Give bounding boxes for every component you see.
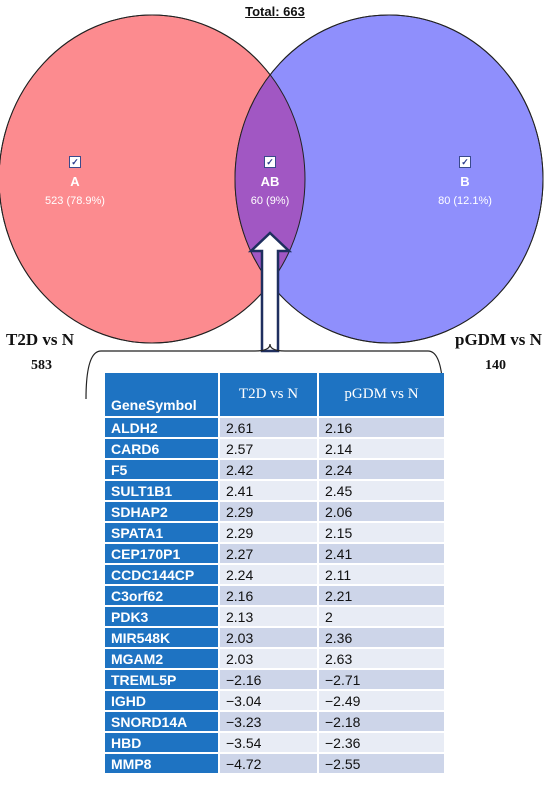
pgdm-value-cell: 2.24 [319,460,444,479]
region-a: ✓ A 523 (78.9%) [15,156,135,207]
pgdm-value-cell: 2.11 [319,565,444,584]
table-header-row: GeneSymbol T2D vs N pGDM vs N [105,373,444,416]
pgdm-value-cell: 2.14 [319,439,444,458]
table-row: ALDH2 2.61 2.16 [105,418,444,437]
set-a-name: T2D vs N [6,330,75,349]
pgdm-value-cell: 2 [319,607,444,626]
t2d-value-cell: 2.61 [220,418,317,437]
pgdm-value-cell: 2.36 [319,628,444,647]
table-row: C3orf62 2.16 2.21 [105,586,444,605]
pgdm-value-cell: −2.49 [319,691,444,710]
table-row: IGHD −3.04 −2.49 [105,691,444,710]
gene-symbol-cell: MGAM2 [105,649,218,668]
table-row: SDHAP2 2.29 2.06 [105,502,444,521]
region-a-count: 523 (78.9%) [45,195,105,207]
set-a-outline [0,14,306,344]
gene-symbol-cell: SDHAP2 [105,502,218,521]
pgdm-value-cell: 2.63 [319,649,444,668]
set-b-name: pGDM vs N [455,330,542,349]
t2d-value-cell: −4.72 [220,754,317,773]
table-row: SPATA1 2.29 2.15 [105,523,444,542]
region-b-count: 80 (12.1%) [438,195,492,207]
gene-symbol-cell: HBD [105,733,218,752]
t2d-value-cell: 2.16 [220,586,317,605]
t2d-value-cell: 2.27 [220,544,317,563]
t2d-value-cell: −3.23 [220,712,317,731]
set-b-total: 140 [485,358,506,373]
table-row: SULT1B1 2.41 2.45 [105,481,444,500]
gene-symbol-cell: SULT1B1 [105,481,218,500]
region-ab: ✓ AB 60 (9%) [210,156,330,207]
region-ab-label: AB [260,174,280,189]
gene-symbol-cell: ALDH2 [105,418,218,437]
gene-symbol-cell: SPATA1 [105,523,218,542]
gene-symbol-cell: TREML5P [105,670,218,689]
pgdm-value-cell: 2.41 [319,544,444,563]
pgdm-value-cell: 2.21 [319,586,444,605]
header-t2d: T2D vs N [220,373,317,416]
region-b-label: B [460,174,470,189]
table-row: HBD −3.54 −2.36 [105,733,444,752]
header-gene-symbol: GeneSymbol [105,373,218,416]
region-a-label: A [70,174,80,189]
pgdm-value-cell: −2.55 [319,754,444,773]
checkbox-b-icon[interactable]: ✓ [459,156,471,168]
t2d-value-cell: 2.03 [220,649,317,668]
pgdm-value-cell: 2.16 [319,418,444,437]
t2d-value-cell: −2.16 [220,670,317,689]
t2d-value-cell: 2.29 [220,523,317,542]
pgdm-value-cell: −2.71 [319,670,444,689]
header-pgdm: pGDM vs N [319,373,444,416]
t2d-value-cell: −3.04 [220,691,317,710]
region-ab-count: 60 (9%) [250,195,290,207]
set-a-total: 583 [31,358,52,373]
t2d-value-cell: 2.24 [220,565,317,584]
t2d-value-cell: 2.03 [220,628,317,647]
gene-symbol-cell: F5 [105,460,218,479]
table-row: TREML5P −2.16 −2.71 [105,670,444,689]
t2d-value-cell: 2.13 [220,607,317,626]
table-row: MGAM2 2.03 2.63 [105,649,444,668]
checkbox-ab-icon[interactable]: ✓ [264,156,276,168]
pgdm-value-cell: −2.36 [319,733,444,752]
t2d-value-cell: −3.54 [220,733,317,752]
gene-symbol-cell: MMP8 [105,754,218,773]
table-row: CCDC144CP 2.24 2.11 [105,565,444,584]
gene-table: GeneSymbol T2D vs N pGDM vs N ALDH2 2.61 2… [103,371,446,775]
table-row: PDK3 2.13 2 [105,607,444,626]
region-b: ✓ B 80 (12.1%) [405,156,525,207]
pgdm-value-cell: 2.15 [319,523,444,542]
table-row: MMP8 −4.72 −2.55 [105,754,444,773]
t2d-value-cell: 2.57 [220,439,317,458]
curly-brace [85,343,444,400]
set-b-outline [234,14,544,344]
table-row: SNORD14A −3.23 −2.18 [105,712,444,731]
table-row: F5 2.42 2.24 [105,460,444,479]
pgdm-value-cell: 2.06 [319,502,444,521]
t2d-value-cell: 2.29 [220,502,317,521]
up-arrow [247,231,293,353]
gene-symbol-cell: SNORD14A [105,712,218,731]
table-row: MIR548K 2.03 2.36 [105,628,444,647]
table-row: CEP170P1 2.27 2.41 [105,544,444,563]
pgdm-value-cell: 2.45 [319,481,444,500]
table-row: CARD6 2.57 2.14 [105,439,444,458]
pgdm-value-cell: −2.18 [319,712,444,731]
gene-symbol-cell: C3orf62 [105,586,218,605]
checkbox-a-icon[interactable]: ✓ [69,156,81,168]
t2d-value-cell: 2.41 [220,481,317,500]
gene-symbol-cell: CARD6 [105,439,218,458]
gene-symbol-cell: CCDC144CP [105,565,218,584]
gene-symbol-cell: IGHD [105,691,218,710]
gene-symbol-cell: MIR548K [105,628,218,647]
gene-symbol-cell: PDK3 [105,607,218,626]
t2d-value-cell: 2.42 [220,460,317,479]
gene-symbol-cell: CEP170P1 [105,544,218,563]
venn-total: Total: 663 [245,4,305,19]
